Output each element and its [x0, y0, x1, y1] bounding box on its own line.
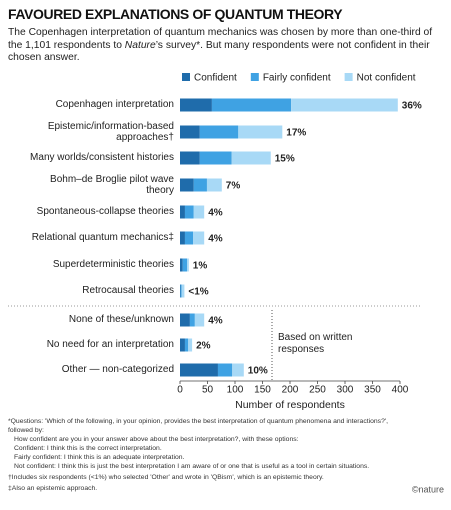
footnote: *Questions: 'Which of the following, in …: [8, 418, 389, 425]
legend-swatch: [344, 73, 353, 81]
bar-segment: [180, 284, 182, 298]
bar-segment: [217, 363, 233, 377]
legend-swatch: [182, 73, 190, 81]
bar-segment: [194, 313, 205, 327]
percent-label: 10%: [248, 366, 268, 377]
category-label: Copenhagen interpretation: [55, 99, 174, 110]
bar-segment: [184, 338, 189, 352]
footnote: Fairly confident: I think this is an ade…: [14, 454, 185, 461]
category-label: No need for an interpretation: [46, 339, 174, 350]
percent-label: 36%: [402, 101, 422, 112]
x-tick-label: 300: [337, 385, 354, 396]
footnote: Not confident: I think this is just the …: [14, 463, 370, 470]
bar-segment: [291, 98, 398, 112]
x-tick-label: 250: [309, 385, 326, 396]
percent-label: 17%: [286, 128, 306, 139]
bar-segment: [199, 125, 239, 139]
footnote: followed by:: [8, 427, 44, 434]
bar-segment: [180, 258, 183, 272]
bar-segment: [193, 205, 205, 219]
percent-label: 1%: [193, 261, 208, 272]
bar-segment: [180, 313, 190, 327]
x-tick-label: 0: [177, 385, 183, 396]
bar-segment: [180, 178, 194, 192]
bar-segment: [193, 231, 205, 245]
percent-label: <1%: [188, 287, 208, 298]
bar-segment: [211, 98, 292, 112]
category-label: Epistemic/information-based approaches†: [47, 121, 174, 143]
footnote: ‡Also an epistemic approach.: [8, 485, 98, 492]
percent-label: 4%: [208, 208, 223, 219]
legend-label: Not confident: [357, 73, 416, 84]
x-tick-label: 50: [202, 385, 214, 396]
subtitle-part: The Copenhagen interpretation of quantum…: [8, 27, 433, 51]
bar-segment: [180, 231, 185, 245]
bar-segment: [232, 363, 244, 377]
bar-segment: [231, 151, 271, 165]
category-label: Relational quantum mechanics‡: [31, 232, 174, 243]
category-label: None of these/unknown: [68, 314, 174, 325]
bar-segment: [180, 284, 181, 298]
legend-swatch: [250, 73, 259, 81]
category-label: Retrocausal theories: [82, 285, 174, 296]
x-tick-label: 150: [254, 385, 271, 396]
bar-segment: [188, 338, 193, 352]
category-label: Many worlds/consistent histories: [30, 152, 174, 163]
category-label: Spontaneous-collapse theories: [36, 206, 174, 217]
percent-label: 2%: [196, 341, 211, 352]
category-label: Superdeterministic theories: [52, 259, 174, 270]
x-tick-label: 100: [227, 385, 244, 396]
legend-label: Fairly confident: [263, 73, 331, 84]
category-label: Bohm–de Broglie pilot wave theory: [50, 174, 174, 196]
bar-segment: [199, 151, 232, 165]
credit: ©nature: [412, 484, 444, 494]
bar-segment: [206, 178, 222, 192]
bar-segment: [180, 98, 212, 112]
bar-segment: [180, 363, 218, 377]
category-label: Other — non-categorized: [61, 364, 174, 375]
bar-segment: [180, 338, 185, 352]
chart-subtitle: The Copenhagen interpretation of quantum…: [8, 27, 444, 65]
x-tick-label: 400: [392, 385, 409, 396]
subtitle-part: ’s survey*. But many respondents were no…: [8, 39, 430, 64]
bar-segment: [189, 313, 195, 327]
subtitle-part: Nature: [124, 39, 156, 51]
legend-label: Confident: [194, 73, 237, 84]
percent-label: 4%: [208, 316, 223, 327]
bar-segment: [193, 178, 207, 192]
annotation: Based on written responses: [278, 332, 353, 355]
percent-label: 4%: [208, 234, 223, 245]
bar-segment: [180, 205, 185, 219]
percent-label: 15%: [275, 154, 295, 165]
x-tick-label: 200: [282, 385, 299, 396]
footnote: Confident: I think this is the correct i…: [14, 445, 162, 452]
x-axis-title: Number of respondents: [235, 399, 345, 411]
bar-segment: [181, 284, 185, 298]
bar-segment: [184, 205, 194, 219]
x-tick-label: 350: [364, 385, 381, 396]
bar-segment: [238, 125, 283, 139]
bar-segment: [180, 125, 200, 139]
bar-segment: [182, 258, 188, 272]
bar-segment: [187, 258, 189, 272]
chart-title: FAVOURED EXPLANATIONS OF QUANTUM THEORY: [8, 6, 343, 22]
footnote: How confident are you in your answer abo…: [14, 436, 299, 443]
bar-segment: [180, 151, 200, 165]
bar-segment: [184, 231, 194, 245]
percent-label: 7%: [226, 181, 241, 192]
footnote: †Includes six respondents (<1%) who sele…: [8, 474, 324, 481]
